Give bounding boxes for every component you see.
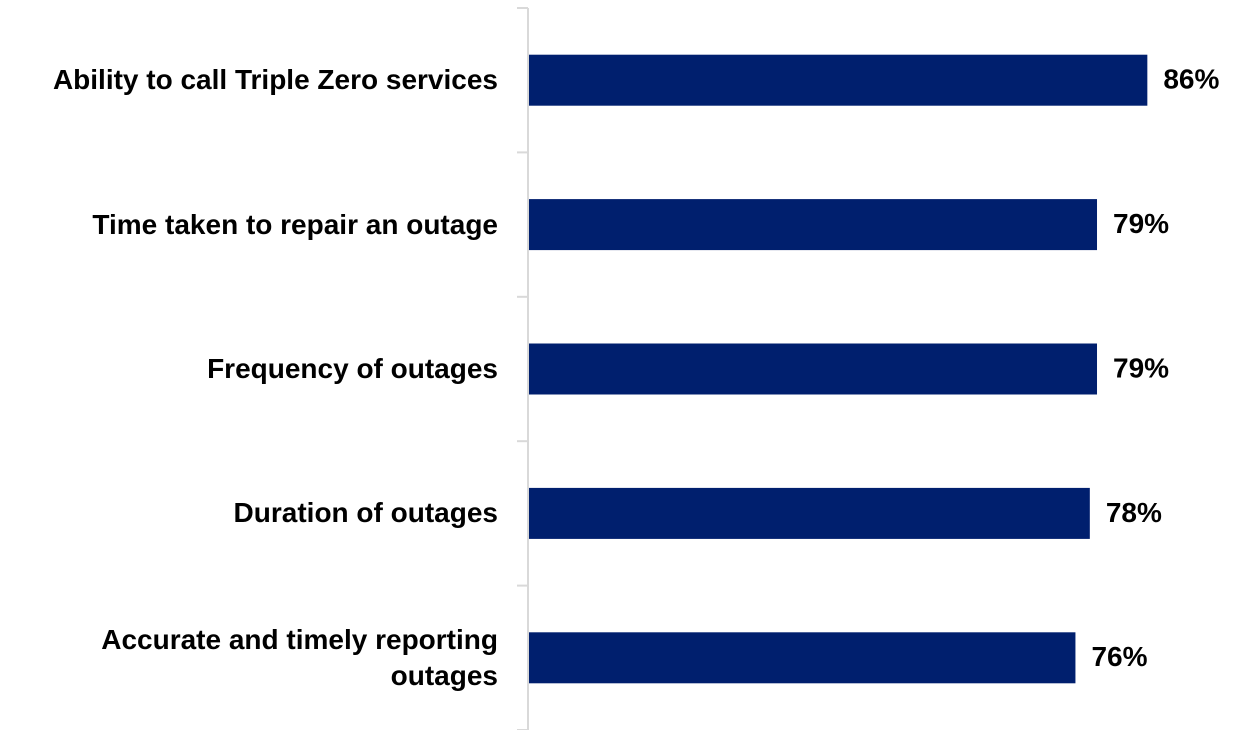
value-label: 76% bbox=[1091, 641, 1147, 672]
value-label: 78% bbox=[1106, 497, 1162, 528]
category-label: Ability to call Triple Zero services bbox=[52, 64, 498, 96]
bar bbox=[529, 199, 1098, 251]
value-label: 79% bbox=[1113, 352, 1169, 383]
category-label: Duration of outages bbox=[233, 497, 498, 529]
bar bbox=[529, 632, 1076, 684]
bar bbox=[529, 54, 1148, 106]
bar bbox=[529, 487, 1090, 539]
bar bbox=[529, 343, 1098, 395]
value-label: 86% bbox=[1163, 64, 1219, 95]
category-label: Frequency of outages bbox=[207, 353, 498, 384]
category-label: Accurate and timely reporting outages bbox=[101, 623, 498, 691]
value-label: 79% bbox=[1113, 208, 1169, 239]
category-label: Time taken to repair an outage bbox=[92, 208, 498, 240]
